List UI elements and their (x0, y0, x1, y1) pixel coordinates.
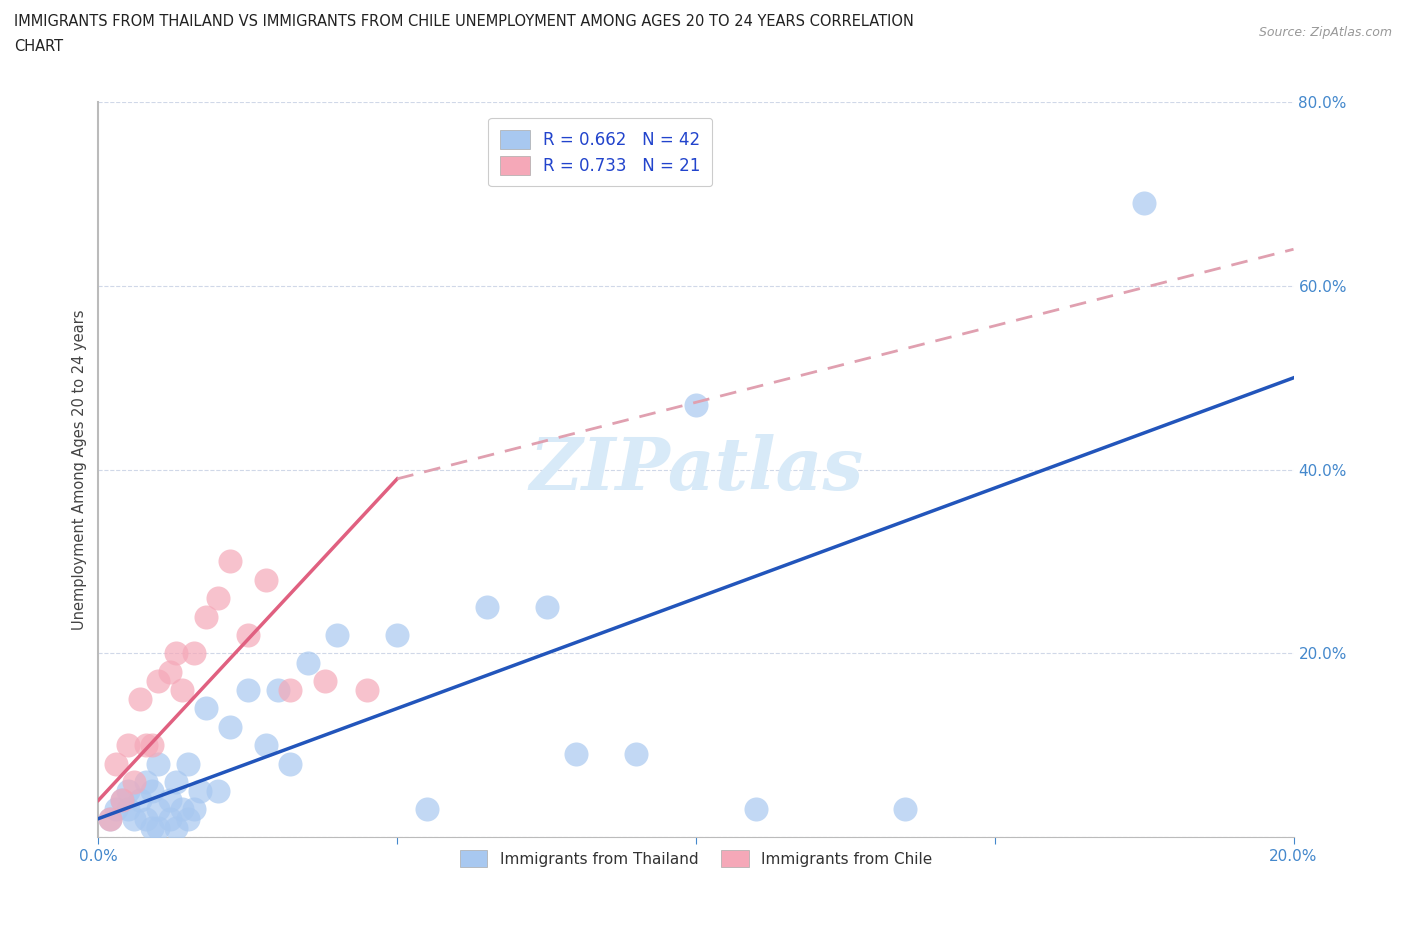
Point (98, 811, 122, 826)
Point (219, 720, 242, 735)
Point (475, 600, 498, 615)
Point (135, 811, 157, 826)
Point (177, 756, 200, 771)
Point (894, 802, 917, 817)
Legend: Immigrants from Thailand, Immigrants from Chile: Immigrants from Thailand, Immigrants fro… (454, 844, 938, 873)
Point (219, 554, 242, 569)
Point (159, 792, 181, 807)
Point (254, 737, 277, 752)
Point (278, 756, 301, 771)
Point (105, 802, 128, 817)
Point (385, 628, 409, 643)
Point (172, 802, 194, 817)
Point (129, 692, 152, 707)
Point (626, 747, 648, 762)
Point (565, 747, 588, 762)
Point (148, 673, 170, 688)
Point (326, 628, 349, 643)
Point (111, 792, 134, 807)
Point (124, 775, 146, 790)
Point (536, 600, 558, 615)
Point (105, 756, 128, 771)
Point (141, 784, 163, 799)
Point (254, 572, 277, 588)
Point (117, 802, 139, 817)
Point (236, 628, 259, 643)
Text: ZIPatlas: ZIPatlas (529, 434, 863, 505)
Point (207, 591, 229, 605)
Point (745, 802, 768, 817)
Point (159, 811, 181, 826)
Point (165, 775, 187, 790)
Point (297, 655, 319, 670)
Point (148, 756, 170, 771)
Point (172, 683, 194, 698)
Point (685, 398, 707, 413)
Point (135, 775, 157, 790)
Point (207, 784, 229, 799)
Point (183, 645, 205, 660)
Point (236, 683, 259, 698)
Point (159, 664, 181, 679)
Point (98, 811, 122, 826)
Point (416, 802, 439, 817)
Point (356, 683, 378, 698)
Point (165, 645, 187, 660)
Point (124, 811, 146, 826)
Point (177, 811, 200, 826)
Point (1133, 196, 1156, 211)
Point (148, 820, 170, 835)
Y-axis label: Unemployment Among Ages 20 to 24 years: Unemployment Among Ages 20 to 24 years (72, 310, 87, 630)
Text: CHART: CHART (14, 39, 63, 54)
Point (141, 820, 163, 835)
Text: Source: ZipAtlas.com: Source: ZipAtlas.com (1258, 26, 1392, 39)
Point (267, 683, 290, 698)
Point (135, 737, 157, 752)
Point (165, 820, 187, 835)
Point (278, 683, 301, 698)
Point (195, 609, 218, 624)
Point (117, 737, 139, 752)
Point (195, 701, 218, 716)
Point (183, 802, 205, 817)
Point (148, 802, 170, 817)
Text: IMMIGRANTS FROM THAILAND VS IMMIGRANTS FROM CHILE UNEMPLOYMENT AMONG AGES 20 TO : IMMIGRANTS FROM THAILAND VS IMMIGRANTS F… (14, 14, 914, 29)
Point (315, 673, 337, 688)
Point (111, 792, 134, 807)
Point (188, 784, 211, 799)
Point (129, 792, 152, 807)
Point (117, 784, 139, 799)
Point (141, 737, 163, 752)
